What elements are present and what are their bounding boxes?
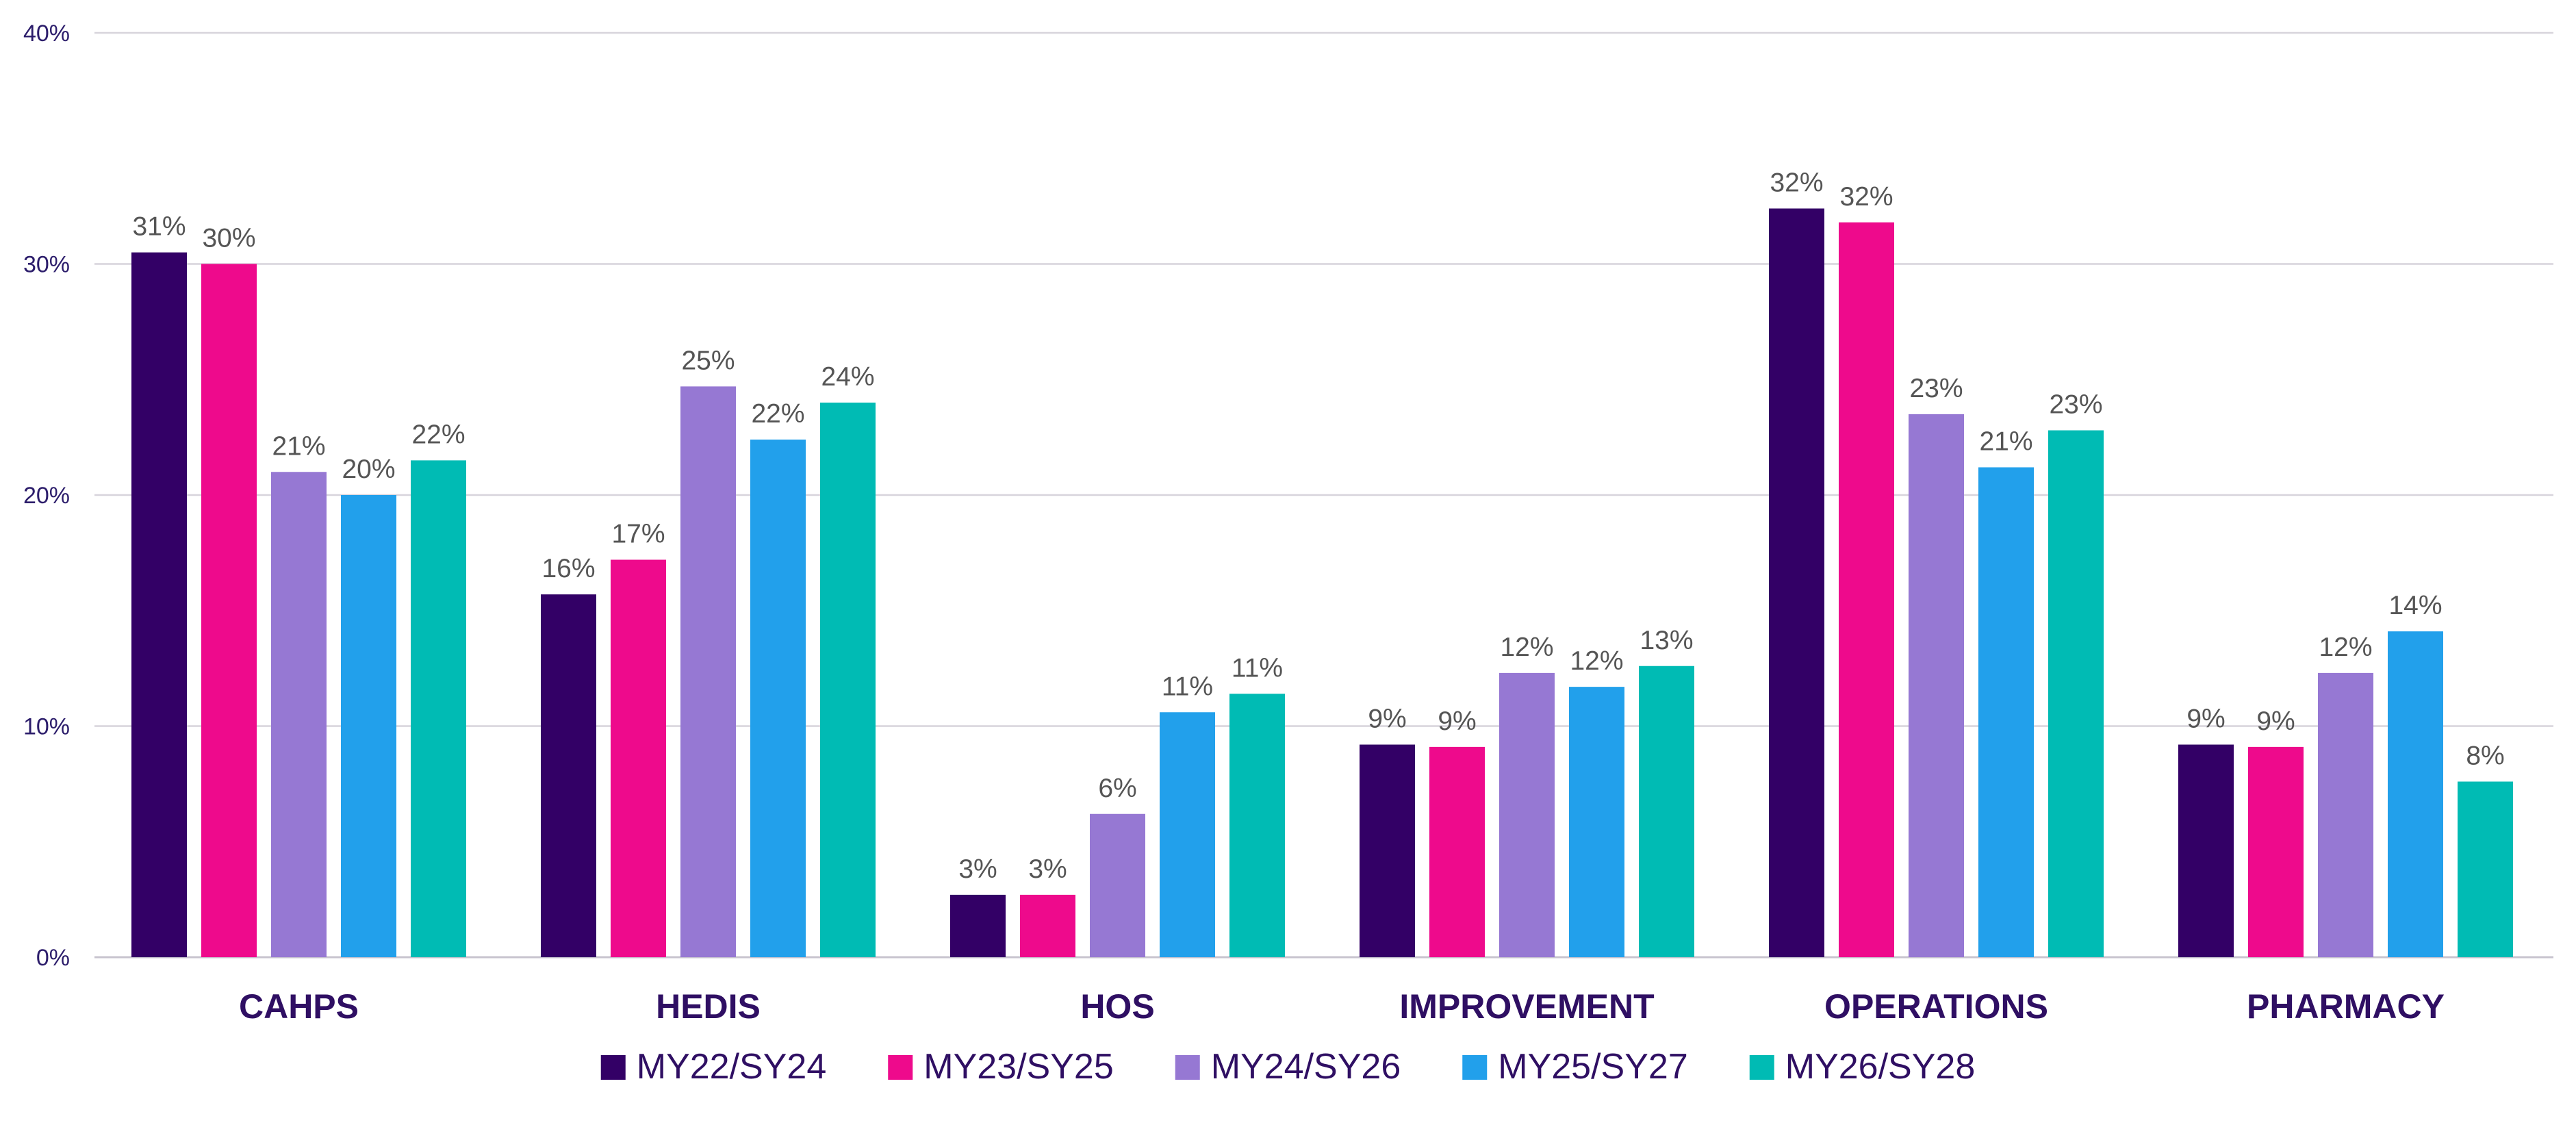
legend-swatch [600, 1055, 626, 1080]
bar-cahps-1 [131, 252, 187, 957]
data-label: 21% [1979, 427, 2032, 457]
data-label: 14% [2388, 591, 2442, 620]
category-label-cahps: CAHPS [239, 987, 359, 1026]
data-label: 9% [1438, 707, 1476, 736]
bar-operations-1 [1769, 208, 1824, 957]
legend-item-3: MY24/SY26 [1175, 1047, 1401, 1087]
data-label: 32% [1770, 168, 1823, 198]
data-label: 9% [2256, 707, 2295, 736]
category-label-improvement: IMPROVEMENT [1399, 987, 1654, 1026]
bar-hos-4 [1160, 712, 1215, 957]
legend-swatch [888, 1055, 913, 1080]
data-label: 3% [958, 854, 997, 884]
bar-pharmacy-4 [2388, 631, 2443, 957]
bar-hos-5 [1229, 694, 1285, 957]
legend-label: MY25/SY27 [1498, 1047, 1688, 1087]
bar-hedis-2 [611, 559, 666, 957]
bar-cahps-3 [271, 472, 327, 957]
legend-label: MY26/SY28 [1785, 1047, 1976, 1087]
bar-operations-2 [1839, 222, 1894, 957]
category-label-pharmacy: PHARMACY [2247, 987, 2445, 1026]
x-axis-categories: CAHPS HEDIS HOS IMPROVEMENT OPERATIONS PHARMA… [239, 987, 2445, 1026]
bars [131, 208, 2513, 957]
bar-cahps-5 [411, 460, 466, 957]
bar-hedis-5 [820, 403, 876, 957]
legend-swatch [1462, 1055, 1488, 1080]
legend-swatch [1175, 1055, 1200, 1080]
bar-improvement-3 [1499, 672, 1555, 957]
data-label: 25% [681, 346, 735, 375]
bar-pharmacy-5 [2458, 781, 2513, 957]
legend-item-2: MY23/SY25 [888, 1047, 1114, 1087]
data-label: 22% [411, 420, 465, 449]
data-label: 8% [2466, 742, 2504, 771]
bar-hos-3 [1090, 813, 1145, 957]
bar-operations-3 [1909, 414, 1964, 957]
data-label: 12% [1570, 646, 1623, 676]
data-label: 24% [821, 362, 874, 392]
y-tick-label: 30% [23, 252, 70, 278]
y-axis-ticks: 0% 10% 20% 30% 40% [23, 21, 70, 971]
data-label: 3% [1028, 854, 1067, 884]
category-label-hedis: HEDIS [656, 987, 761, 1026]
bar-pharmacy-2 [2248, 746, 2304, 957]
y-tick-label: 0% [36, 945, 70, 971]
legend-label: MY22/SY24 [637, 1047, 827, 1087]
y-tick-label: 10% [23, 714, 70, 740]
data-label: 16% [541, 554, 595, 583]
data-label: 11% [1232, 653, 1283, 683]
data-label: 9% [1368, 705, 1406, 734]
data-label: 31% [132, 212, 186, 242]
data-label: 12% [2319, 633, 2372, 662]
y-tick-label: 20% [23, 483, 70, 509]
bar-improvement-4 [1569, 687, 1624, 957]
bar-improvement-5 [1639, 666, 1694, 957]
bar-pharmacy-3 [2318, 672, 2373, 957]
data-label: 21% [272, 431, 325, 461]
bar-hedis-1 [541, 594, 596, 957]
category-label-hos: HOS [1080, 987, 1154, 1026]
data-label: 13% [1640, 626, 1693, 655]
bar-improvement-2 [1429, 746, 1485, 957]
legend-swatch [1749, 1055, 1774, 1080]
bar-pharmacy-1 [2178, 744, 2234, 957]
gridlines [94, 31, 2553, 959]
bar-improvement-1 [1360, 744, 1415, 957]
data-label: 23% [2049, 390, 2102, 420]
data-label: 23% [1909, 374, 1963, 403]
bar-hos-2 [1020, 894, 1075, 957]
legend-label: MY24/SY26 [1211, 1047, 1401, 1087]
category-label-operations: OPERATIONS [1824, 987, 2048, 1026]
data-label: 11% [1162, 672, 1213, 701]
data-label: 12% [1500, 633, 1553, 662]
data-label: 9% [2186, 705, 2225, 734]
data-labels: 31% 30% 21% 20% 22% 16% 17% 25% 22% 24% 3% 3% 6% 11% 1… [132, 168, 2504, 884]
bar-hedis-3 [680, 386, 736, 957]
data-label: 6% [1098, 774, 1136, 803]
bar-hedis-4 [750, 440, 806, 957]
data-label: 30% [202, 224, 255, 253]
legend-item-5: MY26/SY28 [1749, 1047, 1976, 1087]
data-label: 32% [1839, 182, 1893, 212]
y-tick-label: 40% [23, 21, 70, 47]
data-label: 20% [342, 455, 395, 484]
legend: MY22/SY24 MY23/SY25 MY24/SY26 MY25/SY27 MY26… [600, 1047, 1976, 1087]
bar-cahps-2 [201, 264, 257, 957]
bar-operations-4 [1978, 467, 2034, 957]
data-label: 22% [751, 399, 804, 429]
bar-hos-1 [950, 894, 1006, 957]
legend-label: MY23/SY25 [923, 1047, 1114, 1087]
data-label: 17% [611, 520, 665, 549]
legend-item-1: MY22/SY24 [600, 1047, 827, 1087]
bar-cahps-4 [341, 495, 396, 957]
legend-item-4: MY25/SY27 [1462, 1047, 1688, 1087]
bar-operations-5 [2048, 430, 2104, 957]
